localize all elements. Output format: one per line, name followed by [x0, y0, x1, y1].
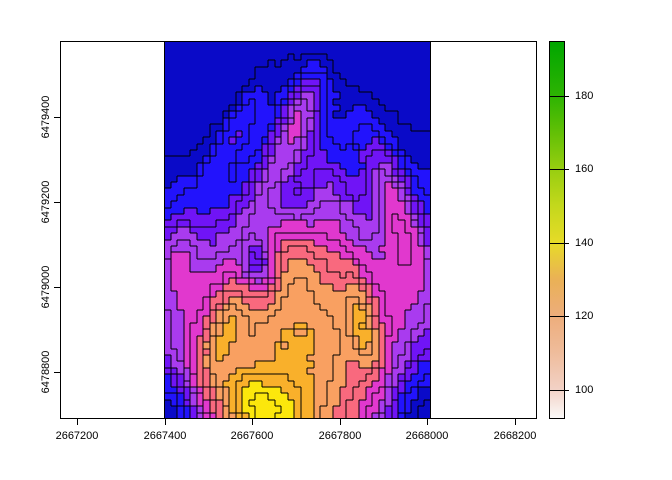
- raster-map: [164, 41, 431, 419]
- legend-tick-mark: [549, 169, 569, 170]
- x-tick-mark: [515, 419, 516, 425]
- y-tick-label: 6478800: [40, 350, 52, 394]
- legend-tick-label: 180: [575, 90, 594, 102]
- x-tick-label: 2667600: [230, 430, 274, 442]
- legend-tick-label: 100: [575, 384, 594, 396]
- x-tick-label: 2667200: [55, 430, 99, 442]
- raster-cells: [164, 41, 431, 419]
- x-tick-mark: [252, 419, 253, 425]
- y-tick-mark: [54, 287, 60, 288]
- legend-tick-mark: [549, 243, 569, 244]
- raster-border: [164, 41, 431, 419]
- y-tick-mark: [54, 117, 60, 118]
- legend-tick-mark: [549, 96, 569, 97]
- polygon-boundaries: [164, 53, 431, 419]
- legend-tick-mark: [549, 390, 569, 391]
- legend-tick-label: 160: [575, 163, 594, 175]
- y-tick-mark: [54, 372, 60, 373]
- x-tick-label: 2667800: [318, 430, 362, 442]
- x-tick-mark: [165, 419, 166, 425]
- legend-tick-mark: [549, 316, 569, 317]
- y-tick-mark: [54, 202, 60, 203]
- x-tick-label: 2667400: [143, 430, 187, 442]
- x-tick-label: 2668200: [493, 430, 537, 442]
- legend-tick-label: 140: [575, 237, 594, 249]
- legend-tick-label: 120: [575, 310, 594, 322]
- y-tick-label: 6479200: [40, 180, 52, 224]
- x-tick-label: 2668000: [405, 430, 449, 442]
- legend-colorbar: [549, 41, 565, 419]
- y-tick-label: 6479000: [40, 265, 52, 309]
- x-tick-mark: [427, 419, 428, 425]
- x-tick-mark: [77, 419, 78, 425]
- y-tick-label: 6479400: [40, 95, 52, 139]
- x-tick-mark: [340, 419, 341, 425]
